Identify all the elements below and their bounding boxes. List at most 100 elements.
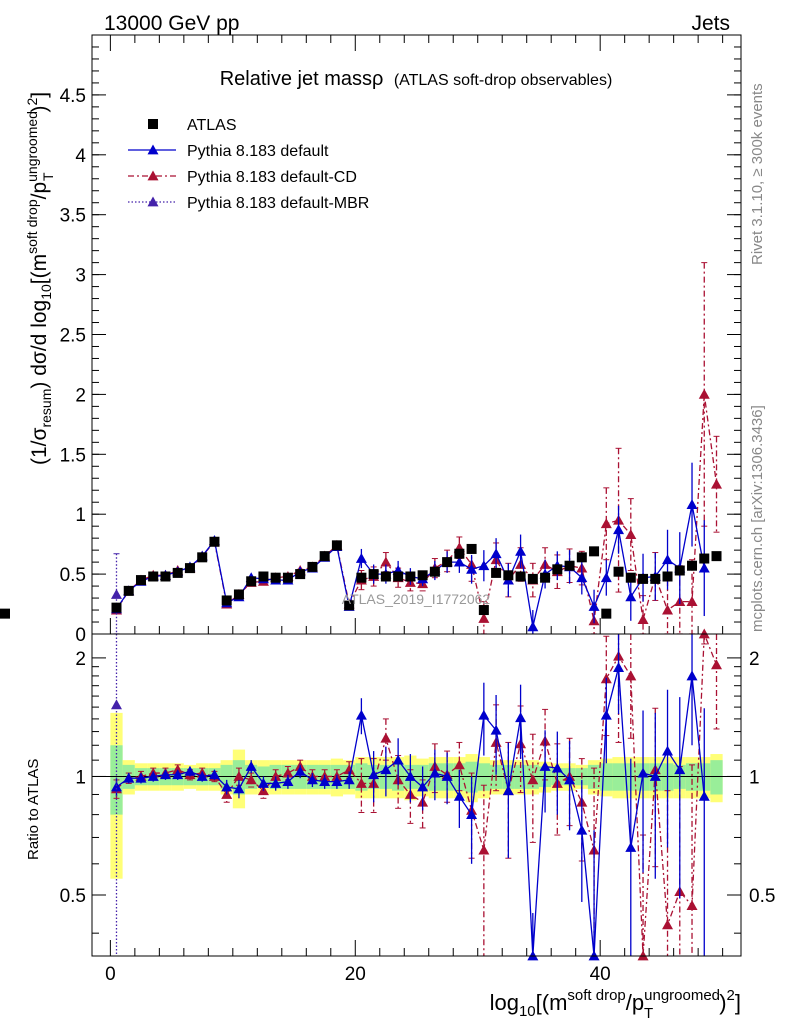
ratio-default-cd-marker xyxy=(637,950,649,961)
top-default-marker xyxy=(662,554,674,565)
ratio-default-marker xyxy=(233,783,245,794)
top-default-marker xyxy=(576,572,588,583)
legend-label: Pythia 8.183 default-MBR xyxy=(187,195,369,212)
ratio-default-marker xyxy=(686,670,698,681)
top-default-marker xyxy=(490,548,502,559)
top-atlas-marker xyxy=(613,566,624,577)
axis-ticks: 00.511.522.533.544.50.5 0.51 12 20 20 40 xyxy=(60,34,775,985)
ylabel-part-d: /p xyxy=(28,182,51,200)
top-default-cd-marker xyxy=(600,518,612,529)
top-atlas-marker xyxy=(344,600,355,611)
ratio-default-marker xyxy=(649,770,661,781)
top-default-cd-marker xyxy=(478,612,490,623)
ratio-y-tick-label-right: 1 xyxy=(749,767,760,788)
ylabel-sub-t: T xyxy=(40,172,56,181)
plot-title: Relative jet massρ (ATLAS soft-drop obse… xyxy=(220,68,613,90)
xlabel-part-e: ] xyxy=(735,990,741,1015)
x-tick-label: 0 xyxy=(105,964,116,985)
xlabel-part-c: /p xyxy=(626,990,644,1015)
top-y-tick-label: 3 xyxy=(75,266,86,287)
ratio-panel xyxy=(92,628,741,961)
legend-entry-1: Pythia 8.183 default xyxy=(128,143,329,160)
top-atlas-marker xyxy=(601,608,612,619)
ratio-default-cd-marker xyxy=(172,764,184,775)
top-default-cd-marker xyxy=(625,529,637,539)
top-atlas-marker xyxy=(527,573,538,584)
header-observable: Jets xyxy=(691,12,730,35)
ratio-default-marker xyxy=(343,774,355,785)
ratio-default-marker xyxy=(135,772,147,783)
ratio-default-cd-marker xyxy=(270,770,282,781)
ratio-default-marker xyxy=(319,776,331,787)
top-atlas-marker xyxy=(564,560,575,571)
top-atlas-marker xyxy=(368,569,379,580)
top-atlas-marker xyxy=(491,567,502,578)
top-atlas-marker xyxy=(319,551,330,562)
ratio-default-cd-marker xyxy=(698,628,710,639)
top-default-cd-marker xyxy=(662,604,674,615)
ratio-default-cd-marker xyxy=(355,777,367,788)
top-atlas-marker xyxy=(258,571,269,582)
ratio-default-marker xyxy=(196,770,208,781)
y-axis-label-ratio: Ratio to ATLAS xyxy=(25,759,42,860)
top-default-cd-marker xyxy=(637,614,649,625)
ratio-band-inner xyxy=(710,760,723,795)
x-axis-label: log10[(msoft drop/pungroomed T)2] xyxy=(490,987,741,1022)
plot-title-main: Relative jet massρ xyxy=(220,68,384,90)
ratio-default-marker xyxy=(172,769,184,780)
ylabel-part-c: [(m xyxy=(28,254,51,284)
ratio-band-inner xyxy=(477,763,490,791)
ratio-y-tick-label: 1 xyxy=(75,767,86,788)
top-y-tick-label: 1.5 xyxy=(60,445,86,466)
ratio-default-marker xyxy=(368,769,380,780)
top-default-cd-line xyxy=(115,394,718,621)
top-atlas-marker xyxy=(540,572,551,583)
ratio-default-marker xyxy=(147,770,159,781)
ratio-y-tick-label-right: 0.5 xyxy=(749,886,775,907)
ylabel-part-a: (1/σ xyxy=(28,427,51,465)
ratio-default-marker xyxy=(625,842,637,852)
ratio-default-marker xyxy=(515,712,527,723)
top-default-marker xyxy=(515,545,527,556)
ratio-default-cd-marker xyxy=(380,732,392,743)
top-atlas-marker xyxy=(380,571,391,582)
x-tick-label: 20 xyxy=(345,964,366,985)
analysis-watermark: ATLAS_2019_I1772062 xyxy=(342,591,491,607)
ratio-default-marker xyxy=(417,781,429,792)
legend-triangle-icon xyxy=(147,144,159,155)
ratio-default-marker xyxy=(613,662,625,672)
legend: ATLAS Pythia 8.183 default Pythia 8.183 de… xyxy=(128,117,369,212)
ylabel-sup-softdrop: soft drop xyxy=(24,199,40,254)
top-atlas-marker xyxy=(699,553,710,564)
top-atlas-marker xyxy=(282,572,293,583)
top-default-marker xyxy=(453,556,465,567)
top-atlas-marker xyxy=(209,536,220,547)
top-atlas-marker xyxy=(429,566,440,577)
ratio-default-cd-marker xyxy=(282,767,294,778)
ratio-default-cd-marker xyxy=(453,759,465,770)
ratio-default-cd-marker xyxy=(625,670,637,681)
ylabel-sup-2: 2 xyxy=(24,97,40,105)
ratio-default-marker xyxy=(502,785,514,796)
rivet-label: Rivet 3.1.10, ≥ 300k events xyxy=(749,83,766,265)
ratio-default-marker xyxy=(564,774,576,785)
legend-label: Pythia 8.183 default xyxy=(187,143,329,160)
top-atlas-marker xyxy=(687,560,698,571)
legend-triangle-icon xyxy=(147,196,159,207)
legend-entry-0: ATLAS xyxy=(148,117,237,134)
top-atlas-marker xyxy=(589,546,600,557)
ratio-y-tick-label: 0.5 xyxy=(60,886,86,907)
ratio-default-marker xyxy=(551,762,563,773)
ratio-default-marker xyxy=(453,790,465,801)
ratio-default-marker xyxy=(110,781,122,792)
top-atlas-marker xyxy=(711,551,722,562)
top-atlas-marker xyxy=(135,575,146,586)
ratio-default-marker xyxy=(184,765,196,776)
top-default-cd-marker xyxy=(711,478,723,489)
xlabel-sup-2: 2 xyxy=(727,987,735,1004)
top-y-tick-label: 1 xyxy=(75,505,86,526)
top-atlas-marker xyxy=(625,572,636,583)
top-atlas-marker xyxy=(270,572,281,583)
top-atlas-marker xyxy=(393,571,404,582)
ratio-default-marker xyxy=(257,777,269,788)
